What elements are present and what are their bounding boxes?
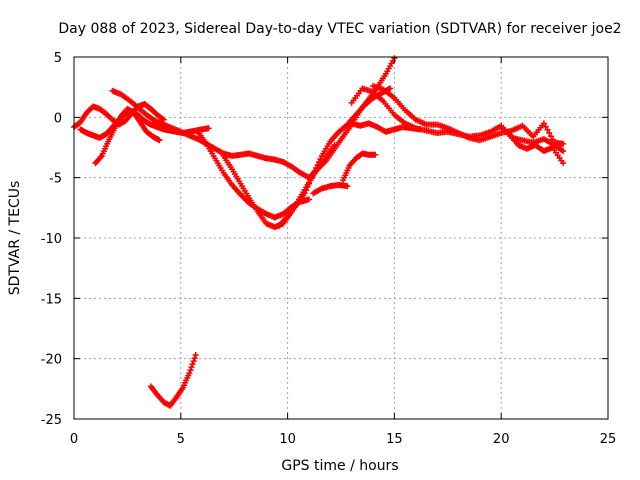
y-tick-label: -15 <box>41 292 62 307</box>
data-points <box>71 55 567 409</box>
x-tick-label: 25 <box>600 432 617 447</box>
data-point <box>310 171 317 178</box>
data-point <box>546 130 553 137</box>
data-point <box>313 165 320 172</box>
y-tick-label: 5 <box>54 51 62 66</box>
series-track-9 <box>370 82 567 147</box>
data-point <box>387 85 394 92</box>
data-point <box>97 154 104 161</box>
data-point <box>205 125 212 132</box>
data-point <box>190 358 197 365</box>
data-point <box>548 133 555 140</box>
y-tick-label: -10 <box>41 232 62 247</box>
data-point <box>188 364 195 371</box>
y-tick-label: -5 <box>49 172 62 187</box>
x-tick-label: 0 <box>70 432 78 447</box>
series-track-13 <box>498 125 567 167</box>
y-axis-label: SDTVAR / TECUs <box>7 181 23 296</box>
data-point <box>308 174 315 181</box>
data-point <box>560 140 567 147</box>
ticks: 0 5 10 15 20 25 5 0 -5 -10 -15 -20 -25 <box>41 51 617 447</box>
data-point <box>304 183 311 190</box>
x-tick-label: 15 <box>386 432 403 447</box>
data-point <box>186 370 193 377</box>
data-point <box>314 161 321 168</box>
series-track-12 <box>310 181 351 197</box>
x-axis-label: GPS time / hours <box>281 458 398 474</box>
data-point <box>372 151 379 158</box>
data-point <box>305 196 312 203</box>
data-point <box>540 120 547 127</box>
data-point <box>305 180 312 187</box>
data-point <box>542 123 549 130</box>
x-tick-label: 10 <box>279 432 296 447</box>
y-tick-label: 0 <box>54 111 62 126</box>
data-point <box>331 142 338 149</box>
data-point <box>315 158 322 165</box>
data-point <box>560 148 567 155</box>
series-track-3 <box>92 105 163 167</box>
data-point <box>417 126 424 133</box>
data-point <box>191 355 198 362</box>
data-point <box>187 367 194 374</box>
data-point <box>549 136 556 143</box>
data-point <box>317 155 324 162</box>
data-point <box>192 352 199 359</box>
y-tick-label: -20 <box>41 353 62 368</box>
x-tick-label: 5 <box>177 432 185 447</box>
series-track-11 <box>340 150 379 184</box>
data-point <box>159 115 166 122</box>
data-point <box>307 177 314 184</box>
series-track-14 <box>147 352 199 409</box>
data-point <box>560 160 567 167</box>
chart-title: Day 088 of 2023, Sidereal Day-to-day VTE… <box>58 21 621 37</box>
data-point <box>544 126 551 133</box>
data-point <box>303 187 310 194</box>
data-point <box>311 168 318 175</box>
data-point <box>189 361 196 368</box>
data-point <box>156 137 163 144</box>
series-track-7 <box>276 85 394 229</box>
series-track-10 <box>348 120 424 135</box>
x-tick-label: 20 <box>493 432 510 447</box>
data-point <box>344 183 351 190</box>
data-point <box>301 190 308 197</box>
y-tick-label: -25 <box>41 413 62 428</box>
